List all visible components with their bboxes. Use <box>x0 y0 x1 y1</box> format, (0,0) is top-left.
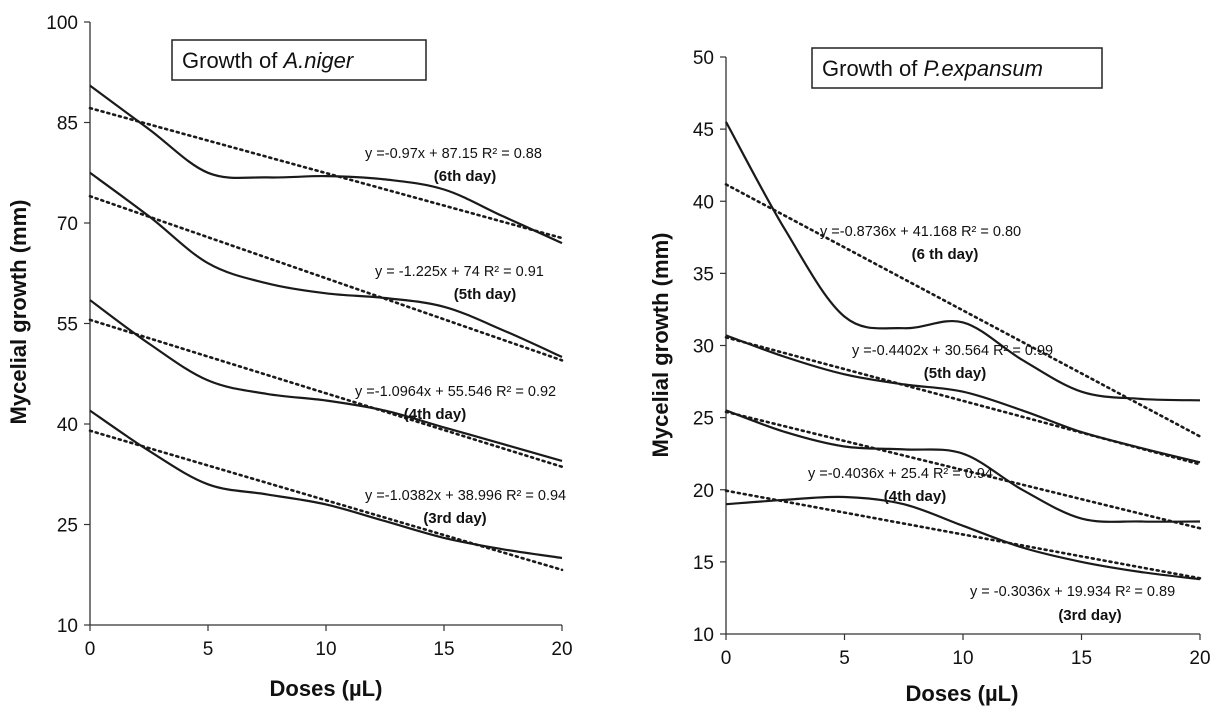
y-tick-label: 10 <box>693 625 714 646</box>
chart-title-organism: P.expansum <box>923 56 1042 81</box>
trendline-1 <box>88 106 564 240</box>
chart-title-prefix: Growth of <box>822 56 923 81</box>
y-tick-label: 10 <box>57 616 78 637</box>
y-tick-label: 85 <box>57 114 78 135</box>
series-line-3 <box>89 299 563 462</box>
trendline-4 <box>724 489 1202 580</box>
trendline-1 <box>724 183 1202 438</box>
trend-equation-label: y =-0.4036x + 25.4 R² = 0.94 <box>808 466 993 482</box>
chart-title-box <box>171 39 427 81</box>
series-line-2 <box>725 334 1201 464</box>
trend-equation-label: y =-0.4402x + 30.564 R² = 0.99 <box>852 343 1053 359</box>
chart-pexpansum: 10 15 20 25 30 35 40 45 50 0 5 10 15 20 Mycelial growt… <box>648 47 1211 706</box>
series-line-1 <box>89 84 563 245</box>
chart-title-box <box>811 47 1103 89</box>
y-tick-label: 45 <box>693 120 714 141</box>
x-tick-label: 20 <box>1189 648 1210 669</box>
x-tick-label: 0 <box>85 639 96 660</box>
trend-equation-label: y = -0.3036x + 19.934 R² = 0.89 <box>970 584 1175 600</box>
y-tick-label: 70 <box>57 214 78 235</box>
day-label: (3rd day) <box>1058 607 1121 624</box>
y-tick-label: 35 <box>693 264 714 285</box>
y-axis-title: Mycelial growth (mm) <box>648 233 673 458</box>
chart-title-prefix: Growth of <box>182 48 283 73</box>
y-tick-label: 25 <box>693 409 714 430</box>
y-axis-title: Mycelial growth (mm) <box>6 200 31 425</box>
chart-aniger: 10 25 40 55 70 85 100 0 5 10 15 20 Mycelial growth (… <box>6 13 573 701</box>
y-tick-label: 15 <box>693 553 714 574</box>
day-label: (6 th day) <box>912 246 979 263</box>
trend-equation-label: y =-0.8736x + 41.168 R² = 0.80 <box>820 224 1021 240</box>
trendline-2 <box>88 194 564 362</box>
trendline-3 <box>88 318 564 469</box>
trend-equation-label: y = -1.225x + 74 R² = 0.91 <box>375 264 544 280</box>
series-line-2 <box>89 171 563 358</box>
y-tick-label: 40 <box>57 415 78 436</box>
trend-equation-label: y =-1.0964x + 55.546 R² = 0.92 <box>355 384 556 400</box>
x-axis-title: Doses (µL) <box>906 681 1019 706</box>
trend-equation-label: y =-0.97x + 87.15 R² = 0.88 <box>365 146 542 162</box>
y-tick-label: 30 <box>693 337 714 358</box>
chart-title-organism: A.niger <box>281 48 354 73</box>
day-label: (5th day) <box>924 365 987 382</box>
day-label: (4th day) <box>404 406 467 423</box>
day-label: (3rd day) <box>423 510 486 527</box>
x-tick-label: 20 <box>551 639 572 660</box>
x-tick-label: 15 <box>433 639 454 660</box>
series-line-4 <box>725 495 1201 581</box>
x-axis-title: Doses (µL) <box>270 676 383 701</box>
x-tick-label: 10 <box>315 639 336 660</box>
y-tick-label: 55 <box>57 315 78 336</box>
y-tick-label: 100 <box>46 13 78 34</box>
trendline-4 <box>88 429 564 572</box>
chart-title: Growth of A.niger <box>182 48 355 73</box>
chart-title: Growth of P.expansum <box>822 56 1043 81</box>
series-line-3 <box>725 409 1201 523</box>
day-label: (6th day) <box>434 168 497 185</box>
series-line-1 <box>725 121 1201 402</box>
x-tick-label: 0 <box>721 648 732 669</box>
trendline-3 <box>724 410 1202 530</box>
trendline-2 <box>724 336 1202 466</box>
day-label: (5th day) <box>454 286 517 303</box>
day-label: (4th day) <box>884 488 947 505</box>
x-tick-label: 15 <box>1071 648 1092 669</box>
trend-equation-label: y =-1.0382x + 38.996 R² = 0.94 <box>365 488 566 504</box>
x-tick-label: 5 <box>203 639 214 660</box>
y-tick-label: 40 <box>693 192 714 213</box>
y-tick-label: 20 <box>693 481 714 502</box>
x-tick-label: 5 <box>839 648 850 669</box>
y-tick-label: 25 <box>57 516 78 537</box>
y-tick-label: 50 <box>693 48 714 69</box>
series-line-4 <box>89 409 563 560</box>
x-tick-label: 10 <box>952 648 973 669</box>
